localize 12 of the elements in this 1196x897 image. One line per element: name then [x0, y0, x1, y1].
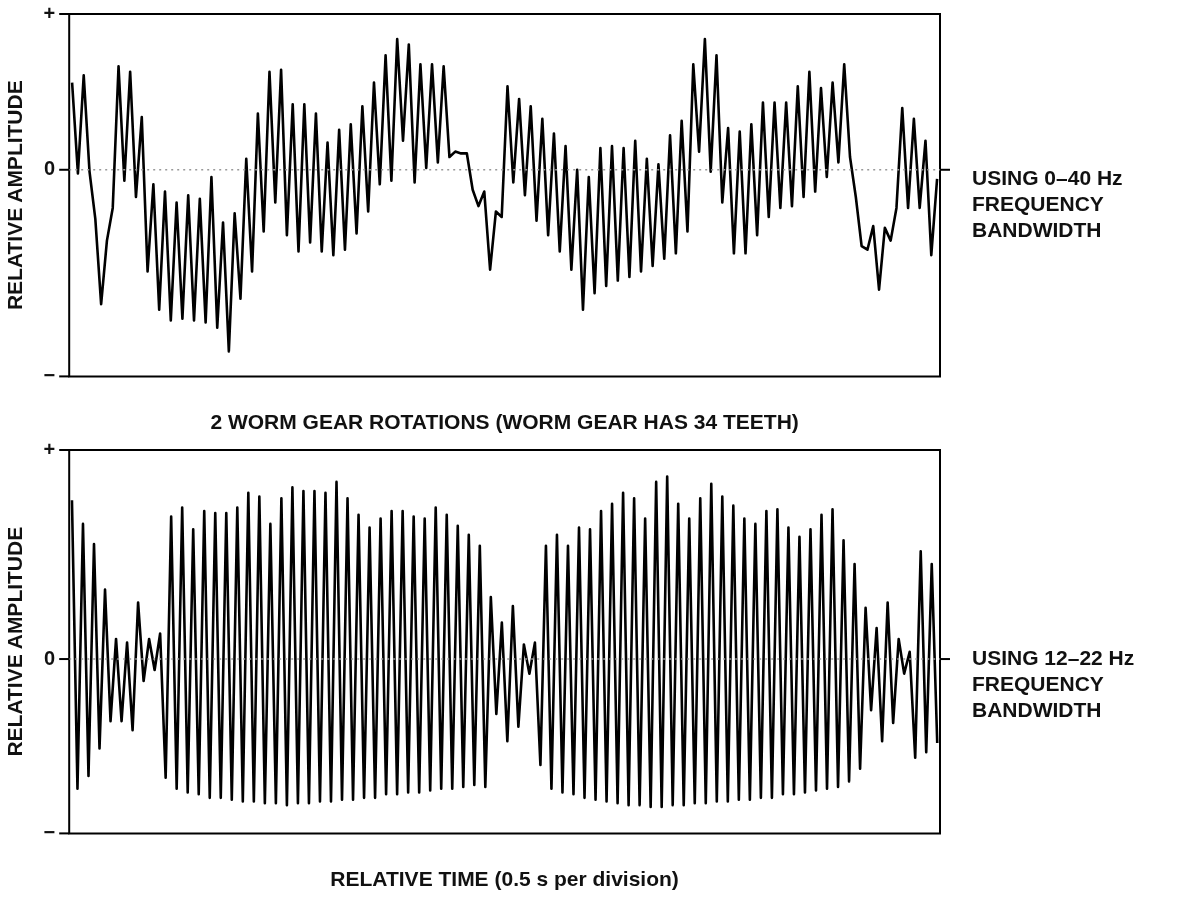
text: USING 12–22 Hz FREQUENCY BANDWIDTH [972, 645, 1136, 723]
y-axis-title: RELATIVE AMPLITUDE [3, 80, 27, 311]
x-axis-title: 2 WORM GEAR ROTATIONS (WORM GEAR HAS 34 TEETH) [210, 410, 799, 434]
text: + [43, 1, 56, 24]
ref-line-label: 0 [44, 646, 56, 669]
text: + [43, 437, 56, 460]
text: − [43, 363, 56, 386]
text: − [43, 820, 56, 843]
ref-line-label: 0 [44, 157, 56, 180]
text: USING 0–40 Hz FREQUENCY BANDWIDTH [972, 165, 1124, 243]
x-axis-title: RELATIVE TIME (0.5 s per division) [330, 867, 679, 891]
y-axis-title: RELATIVE AMPLITUDE [3, 526, 27, 757]
